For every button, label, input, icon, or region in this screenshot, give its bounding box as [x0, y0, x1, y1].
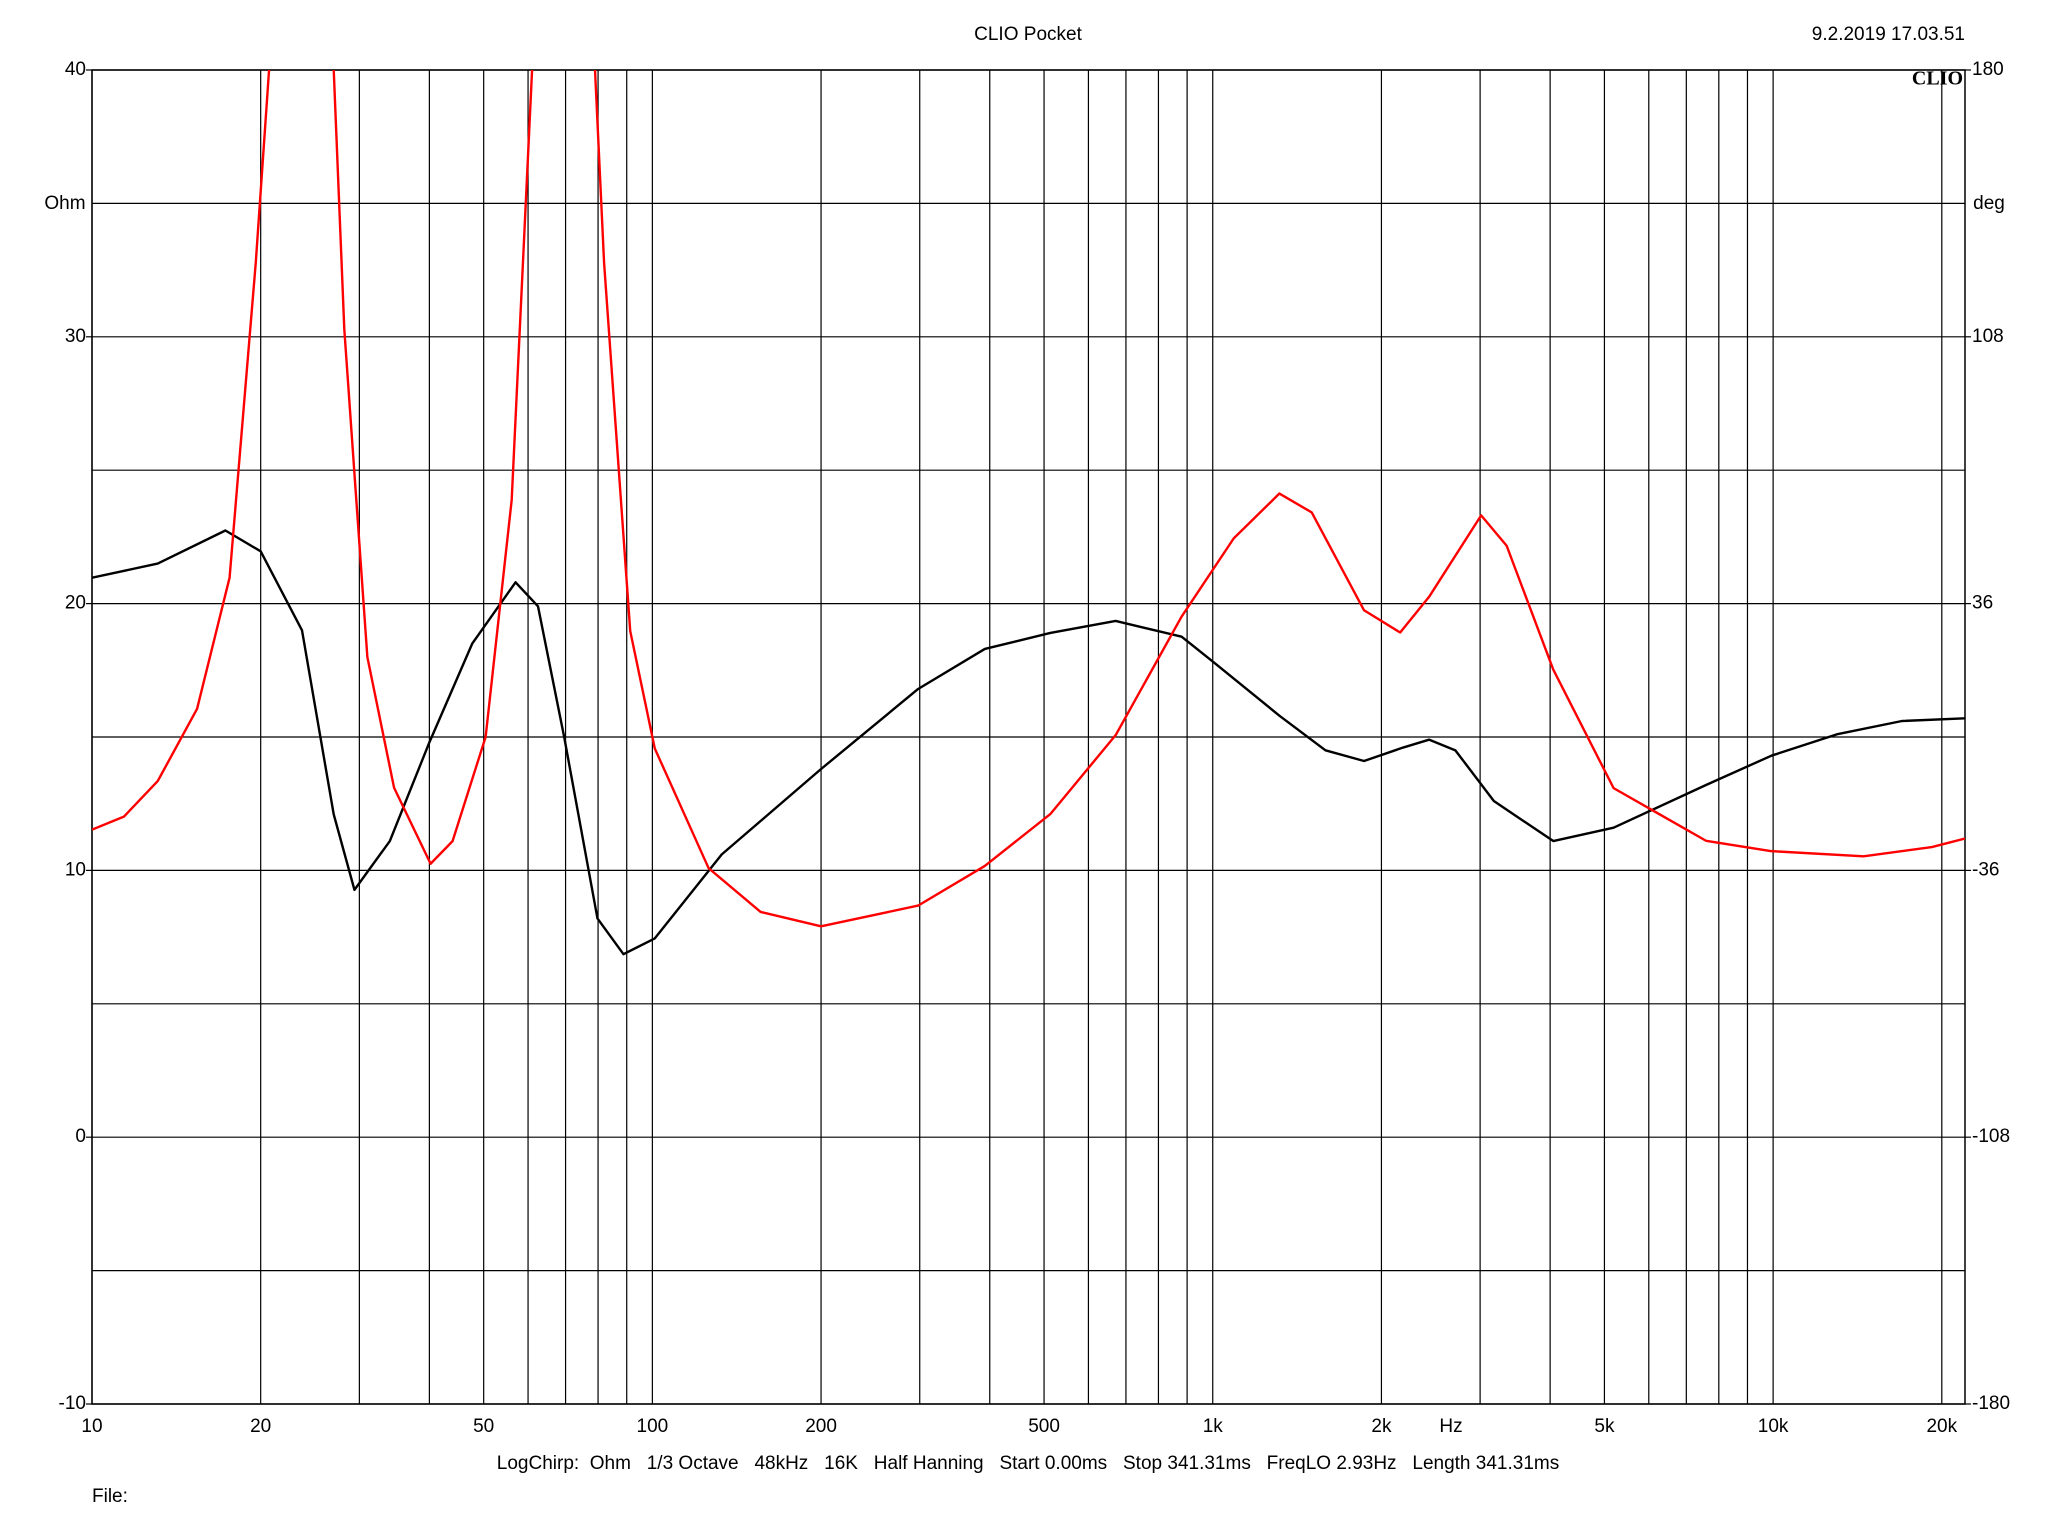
y2-tick-label: 36 [1972, 593, 1993, 614]
x-tick-label: 20 [250, 1416, 271, 1437]
x-tick-label: 100 [637, 1416, 669, 1437]
x-tick-label: 5k [1594, 1416, 1615, 1437]
y2-axis-label: deg [1973, 193, 2005, 214]
y-tick-label: 20 [65, 593, 86, 614]
x-tick-label: 10 [81, 1416, 102, 1437]
series-line [92, 70, 1965, 928]
series-line [92, 529, 1965, 956]
y-tick-label: -10 [59, 1393, 86, 1414]
y2-tick-label: -108 [1972, 1126, 2010, 1147]
file-label: File: [92, 1486, 128, 1507]
chart-title: CLIO Pocket [974, 24, 1082, 45]
logo: CLIO [1912, 68, 1963, 90]
x-tick-label: 2k [1371, 1416, 1392, 1437]
x-tick-label: 500 [1028, 1416, 1060, 1437]
y-tick-label: 10 [65, 859, 86, 880]
footer: LogChirp: Ohm 1/3 Octave 48kHz 16K Half … [497, 1453, 1559, 1474]
x-tick-label: 10k [1758, 1416, 1789, 1437]
x-tick-label: 20k [1926, 1416, 1957, 1437]
timestamp: 9.2.2019 17.03.51 [1812, 24, 1965, 45]
y-axis-label: Ohm [44, 193, 85, 214]
x-axis-label: Hz [1439, 1416, 1462, 1437]
x-tick-label: 200 [805, 1416, 837, 1437]
y2-tick-label: 180 [1972, 59, 2004, 80]
y2-tick-label: 108 [1972, 326, 2004, 347]
y-tick-label: 0 [75, 1126, 86, 1147]
y2-tick-label: -180 [1972, 1393, 2010, 1414]
y-tick-label: 30 [65, 326, 86, 347]
x-tick-label: 1k [1203, 1416, 1224, 1437]
y-tick-label: 40 [65, 59, 86, 80]
x-tick-label: 50 [473, 1416, 494, 1437]
y2-tick-label: -36 [1972, 859, 1999, 880]
